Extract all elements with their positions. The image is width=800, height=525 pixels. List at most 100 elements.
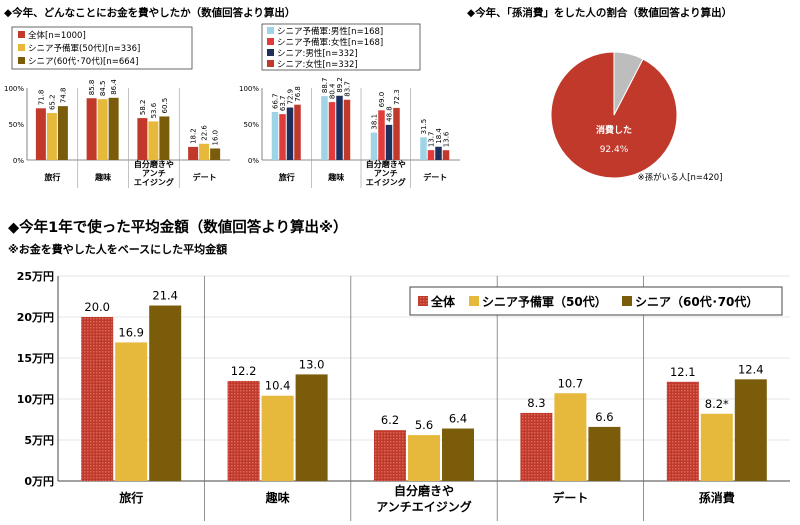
bar <box>286 107 294 160</box>
category-label: 旅行 <box>279 172 295 182</box>
legend-label: シニア予備軍:男性[n=168] <box>277 26 383 37</box>
bar <box>57 106 68 160</box>
category-label: 孫消費 <box>699 490 735 505</box>
data-label: 12.4 <box>738 362 764 376</box>
category-label: アンチ <box>374 169 398 178</box>
bar <box>385 124 393 160</box>
data-label: 76.8 <box>294 86 302 102</box>
bottom-legend: 全体 シニア予備軍（50代） シニア（60代･70代） <box>409 286 783 316</box>
data-label: 22.6 <box>201 125 209 141</box>
category-label: 自分磨きや <box>366 159 406 169</box>
legend-label: シニア(60代･70代)[n=664] <box>28 56 138 67</box>
data-label: 69.0 <box>378 92 386 108</box>
bar <box>279 114 286 160</box>
data-label: 89.2 <box>336 77 344 93</box>
data-label: 88.7 <box>321 78 329 94</box>
data-label: 74.8 <box>59 88 67 104</box>
bar <box>666 381 699 481</box>
data-label: 85.8 <box>88 80 96 96</box>
data-label: 18.4 <box>435 128 443 144</box>
data-label: 65.2 <box>48 94 56 110</box>
pie-note: ※孫がいる人[n=420] <box>638 172 723 183</box>
category-label: 趣味 <box>94 172 111 182</box>
category-label: エイジング <box>366 177 406 187</box>
bar <box>588 426 621 481</box>
data-label: 6.2 <box>381 413 399 427</box>
data-label: 13.6 <box>443 131 451 147</box>
data-label: 66.7 <box>272 93 280 109</box>
data-label: 16.0 <box>212 130 220 146</box>
legend-label: 全体[n=1000] <box>28 30 86 41</box>
bar <box>408 435 440 481</box>
legend-label: シニア:男性[n=332] <box>277 48 358 59</box>
bar <box>294 104 301 160</box>
data-label: 6.4 <box>449 412 467 426</box>
data-label: 18.2 <box>190 128 198 144</box>
bar <box>321 96 328 160</box>
data-label: 63.7 <box>279 96 287 112</box>
legend-label: シニア予備軍:女性[n=168] <box>277 37 383 48</box>
data-label: 31.5 <box>420 119 428 135</box>
bar <box>97 99 108 160</box>
category-label: アンチエイジング <box>376 499 472 514</box>
pie-slice-label: 消費した <box>596 124 632 136</box>
bar <box>261 395 294 481</box>
data-label: 13.7 <box>428 132 436 148</box>
data-label: 38.1 <box>371 114 379 130</box>
bar <box>442 150 450 160</box>
bar <box>420 137 427 160</box>
top-mid-legend: シニア予備軍:男性[n=168] シニア予備軍:女性[n=168] シニア:男性… <box>261 23 421 71</box>
data-label: 13.0 <box>299 357 325 371</box>
y-tick-label: 0万円 <box>24 475 54 488</box>
bar <box>159 116 170 160</box>
bar <box>435 146 442 160</box>
data-label: 21.4 <box>152 289 178 303</box>
bar <box>149 305 182 481</box>
legend-label: 全体 <box>430 294 456 309</box>
y-tick-label: 100% <box>4 85 24 93</box>
data-label: 71.8 <box>37 90 45 106</box>
bar <box>108 97 119 160</box>
data-label: 84.5 <box>99 81 107 97</box>
data-label: 16.9 <box>118 325 144 339</box>
data-label: 12.1 <box>670 365 696 379</box>
data-label: 80.4 <box>329 83 337 99</box>
data-label: 86.4 <box>110 79 118 95</box>
legend-label: シニア:女性[n=332] <box>277 59 358 70</box>
data-label: 12.2 <box>231 364 257 378</box>
bar <box>520 412 553 481</box>
bar <box>199 143 210 160</box>
data-label: 5.6 <box>415 418 433 432</box>
category-label: デート <box>193 172 217 182</box>
y-tick-label: 25万円 <box>17 270 54 283</box>
pie-slice-value: 92.4% <box>600 145 629 155</box>
top-mid-bar-chart: 100% 50% 0% 66.7 63.7 72.9 76.8 旅行 88.7 80.4 89.2 8… <box>239 77 460 188</box>
pie-slice <box>613 51 644 116</box>
data-label: 60.5 <box>161 98 169 114</box>
bar <box>115 342 148 481</box>
top-left-bar-chart: 100% 50% 0% 71.8 65.2 74.8 旅行 85.8 84.5 86.4 趣味 58.… <box>4 79 230 188</box>
category-label: デート <box>552 490 588 505</box>
data-label: 53.6 <box>150 102 158 118</box>
bar <box>148 121 159 160</box>
bar <box>378 110 385 160</box>
category-label: 旅行 <box>119 490 143 505</box>
y-tick-label: 100% <box>239 85 259 93</box>
bar <box>188 146 199 160</box>
grandchild-spending-pie-chart <box>550 51 678 179</box>
bar <box>700 413 733 481</box>
data-label: 10.4 <box>265 379 291 393</box>
legend-label: シニア予備軍(50代)[n=336] <box>28 43 140 54</box>
category-label: アンチ <box>142 169 166 178</box>
data-label: 83.7 <box>344 81 352 97</box>
top-left-legend: 全体[n=1000] シニア予備軍(50代)[n=336] シニア(60代･70… <box>11 26 193 70</box>
category-label: エイジング <box>134 177 174 187</box>
data-label: 10.7 <box>558 376 584 390</box>
data-label: 20.0 <box>84 300 110 314</box>
bar <box>81 317 114 481</box>
bar <box>427 150 435 160</box>
bar <box>35 108 46 160</box>
top-right-title: ◆今年、「孫消費」をした人の割合（数値回答より算出） <box>467 6 732 19</box>
bar <box>734 379 767 481</box>
